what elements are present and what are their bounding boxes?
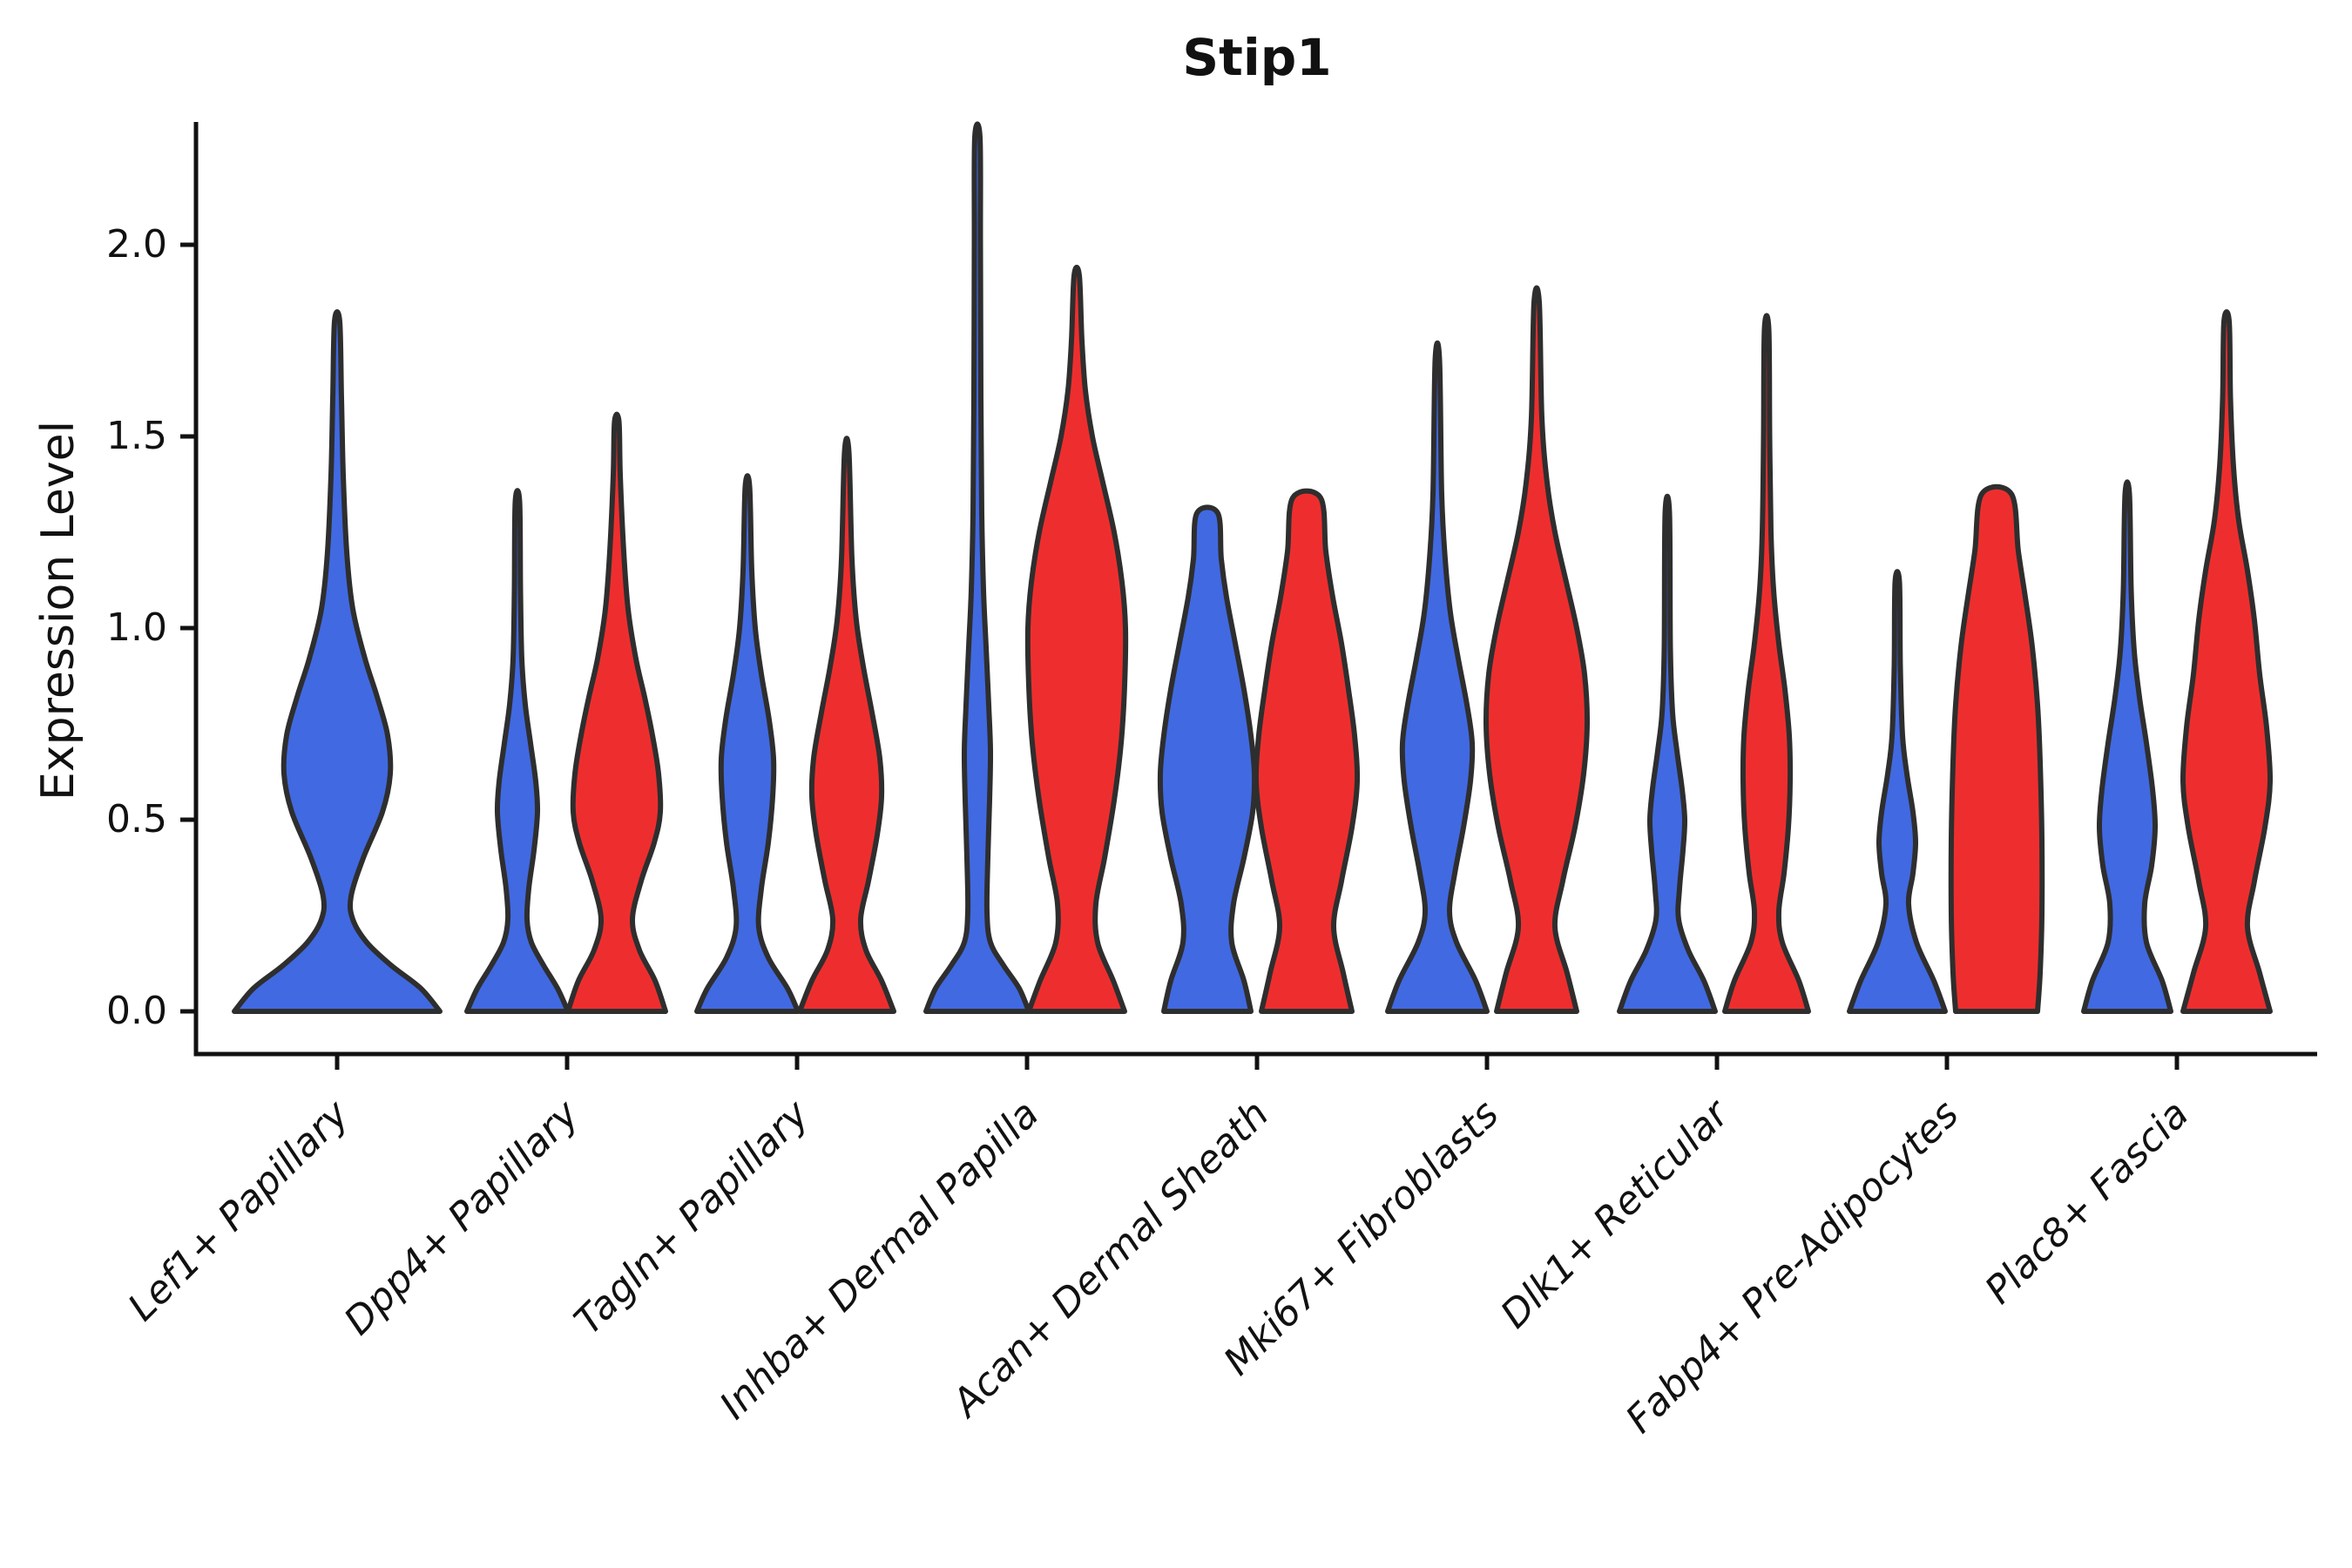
- violin-red-5: [1483, 285, 1591, 1014]
- violin-red-8: [2180, 308, 2274, 1014]
- y-tick-label: 1.0: [106, 605, 167, 650]
- violin-blue-5: [1385, 340, 1490, 1014]
- y-tick-label: 0.5: [106, 797, 167, 841]
- violin-red-2: [797, 436, 896, 1014]
- y-tick-label: 0.0: [106, 989, 167, 1033]
- violin-blue-6: [1617, 493, 1718, 1014]
- violin-blue-0: [232, 308, 443, 1014]
- violin-blue-8: [2081, 479, 2173, 1014]
- violin-red-3: [1024, 264, 1129, 1014]
- violin-red-1: [565, 411, 668, 1014]
- violin-red-4: [1253, 488, 1361, 1014]
- violin-blue-3: [923, 121, 1031, 1014]
- violin-red-7: [1948, 483, 2045, 1014]
- violin-blue-7: [1847, 569, 1948, 1014]
- chart-title: Stip1: [1182, 28, 1332, 87]
- y-tick-label: 1.5: [106, 414, 167, 458]
- violin-red-6: [1722, 313, 1811, 1014]
- axis-spines: [193, 122, 2317, 1057]
- violin-blue-2: [694, 473, 801, 1014]
- y-tick-label: 2.0: [106, 222, 167, 267]
- violin-blue-1: [464, 488, 571, 1014]
- violin-blue-4: [1157, 504, 1258, 1014]
